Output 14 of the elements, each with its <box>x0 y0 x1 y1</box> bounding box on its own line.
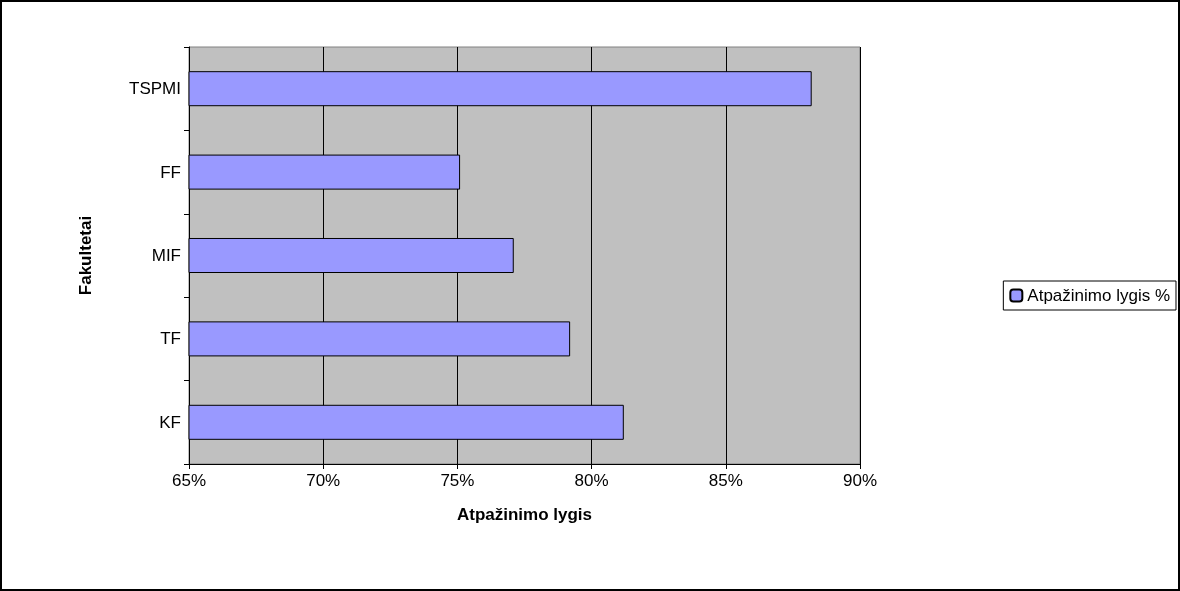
y-axis-title: Fakultetai <box>76 215 95 296</box>
x-tick-label: 75% <box>440 471 475 490</box>
x-tick-label: 85% <box>708 471 743 490</box>
y-tick-label: KF <box>159 412 181 432</box>
x-axis-title: Atpažinimo lygis <box>456 505 593 524</box>
x-tick-label: 90% <box>842 471 878 490</box>
legend-label: Atpažinimo lygis % <box>1027 286 1171 305</box>
y-tick-label: TF <box>160 329 181 349</box>
x-tick-label: 65% <box>171 471 207 490</box>
x-tick-label: 70% <box>306 471 341 490</box>
x-tick-label: 80% <box>574 471 609 490</box>
y-tick-label: MIF <box>151 246 181 265</box>
y-tick-label: TSPMI <box>129 79 181 99</box>
y-tick-label: FF <box>160 162 181 182</box>
